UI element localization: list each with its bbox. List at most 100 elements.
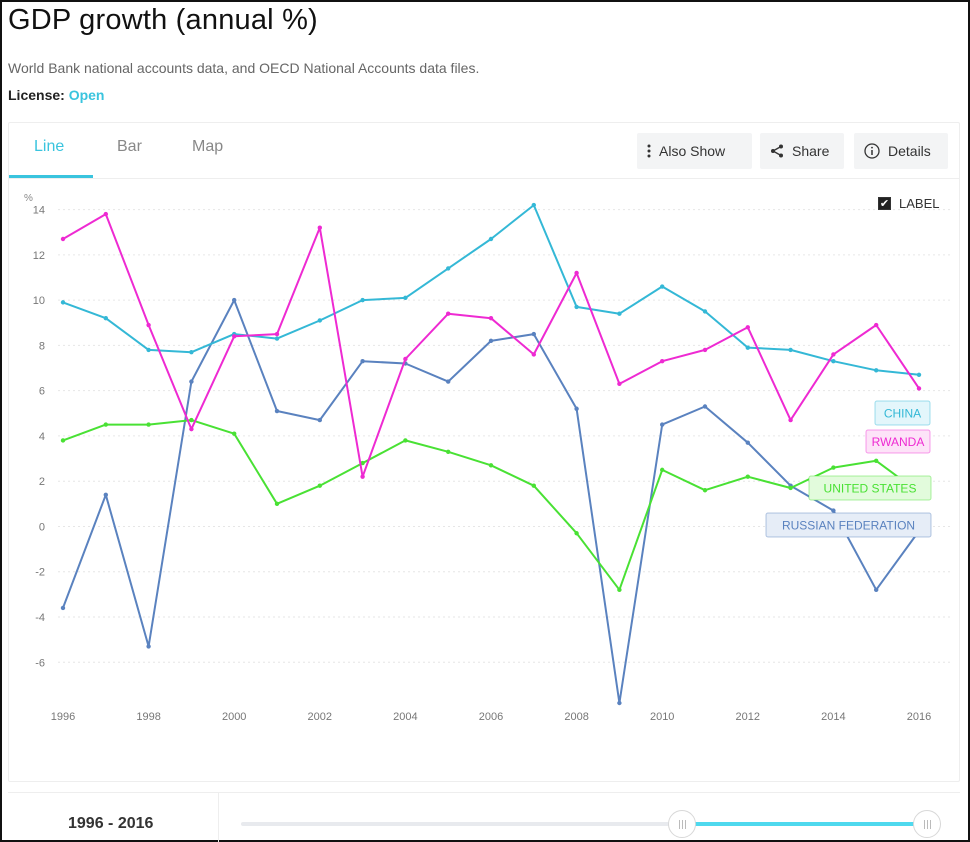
x-tick-label: 1998 bbox=[136, 711, 160, 723]
data-point-russia bbox=[660, 422, 665, 427]
data-point-china bbox=[702, 309, 708, 314]
data-point-united-states bbox=[60, 438, 66, 443]
data-point-russia bbox=[232, 297, 237, 303]
label-checkbox[interactable]: ✔ bbox=[878, 197, 891, 210]
data-point-united-states bbox=[274, 501, 280, 507]
more-vertical-icon bbox=[647, 144, 651, 158]
data-point-russia bbox=[60, 605, 66, 611]
x-tick-label: 2006 bbox=[479, 711, 503, 723]
data-point-rwanda bbox=[488, 316, 494, 321]
data-point-rwanda bbox=[360, 474, 365, 479]
data-point-russia bbox=[745, 440, 750, 445]
info-icon bbox=[864, 143, 880, 159]
chart-panel: Line Bar Map Also Show Share Details bbox=[8, 122, 960, 782]
data-point-united-states bbox=[831, 465, 836, 470]
y-tick-label: 2 bbox=[39, 476, 45, 488]
data-point-rwanda bbox=[660, 359, 665, 364]
data-point-china bbox=[788, 347, 793, 353]
series-label-box bbox=[865, 429, 931, 454]
range-track[interactable] bbox=[241, 822, 941, 826]
share-icon bbox=[770, 144, 784, 158]
data-point-united-states bbox=[446, 449, 451, 454]
data-point-united-states bbox=[146, 422, 151, 427]
data-point-rwanda bbox=[531, 352, 536, 357]
range-start-handle[interactable] bbox=[668, 810, 696, 838]
series-label-box bbox=[874, 400, 931, 426]
data-point-russia bbox=[189, 379, 194, 384]
y-tick-label: -4 bbox=[35, 612, 45, 624]
data-point-united-states bbox=[617, 587, 622, 593]
data-point-china bbox=[617, 311, 622, 316]
data-point-russia bbox=[103, 492, 109, 497]
y-tick-label: 10 bbox=[33, 295, 45, 307]
data-point-china bbox=[660, 284, 665, 289]
data-point-russia bbox=[317, 417, 322, 423]
data-point-china bbox=[189, 349, 194, 355]
data-point-rwanda bbox=[745, 325, 750, 330]
range-end-handle[interactable] bbox=[913, 810, 941, 838]
data-point-rwanda bbox=[146, 322, 151, 328]
data-point-russia bbox=[360, 359, 365, 364]
page-title: GDP growth (annual %) bbox=[8, 4, 318, 36]
data-point-china bbox=[317, 318, 322, 323]
data-point-china bbox=[146, 347, 151, 353]
data-point-rwanda bbox=[446, 311, 451, 316]
data-point-united-states bbox=[745, 474, 750, 479]
x-tick-label: 2002 bbox=[308, 711, 332, 723]
license-label: License: bbox=[8, 87, 65, 103]
data-point-russia bbox=[446, 379, 451, 384]
data-point-rwanda bbox=[617, 381, 622, 387]
range-bar: 1996 - 2016 bbox=[8, 792, 960, 842]
series-line-united-states bbox=[62, 419, 920, 591]
data-point-united-states bbox=[189, 417, 194, 423]
data-point-rwanda bbox=[403, 356, 408, 362]
y-axis-unit-label: % bbox=[24, 193, 33, 204]
data-point-united-states bbox=[488, 463, 494, 468]
series-line-russia bbox=[62, 299, 920, 704]
chart-tabs: Line Bar Map Also Show Share Details bbox=[9, 123, 959, 179]
range-label: 1996 - 2016 bbox=[68, 815, 154, 832]
data-point-russia bbox=[874, 587, 879, 593]
data-point-china bbox=[403, 295, 408, 301]
data-point-russia bbox=[831, 508, 836, 513]
data-point-rwanda bbox=[274, 331, 280, 337]
label-toggle[interactable]: ✔ LABEL bbox=[878, 196, 939, 211]
data-point-russia bbox=[617, 700, 622, 706]
tab-line[interactable]: Line bbox=[34, 138, 65, 155]
tab-map[interactable]: Map bbox=[192, 138, 224, 155]
data-point-rwanda bbox=[874, 322, 879, 328]
data-point-rwanda bbox=[831, 352, 836, 357]
also-show-label: Also Show bbox=[659, 143, 726, 159]
data-point-united-states bbox=[574, 531, 579, 536]
data-point-rwanda bbox=[317, 225, 322, 230]
data-point-russia bbox=[702, 404, 708, 409]
data-point-china bbox=[103, 316, 109, 321]
y-tick-label: -6 bbox=[35, 657, 45, 669]
data-point-china bbox=[531, 202, 536, 208]
data-point-rwanda bbox=[788, 417, 793, 423]
data-point-china bbox=[360, 297, 365, 303]
x-tick-label: 2012 bbox=[736, 711, 760, 723]
x-tick-label: 2014 bbox=[821, 711, 845, 723]
license-value[interactable]: Open bbox=[68, 87, 105, 103]
x-tick-label: 2008 bbox=[564, 711, 588, 723]
data-point-rwanda bbox=[702, 347, 708, 353]
source-text: World Bank national accounts data, and O… bbox=[8, 60, 480, 76]
data-point-united-states bbox=[702, 488, 708, 493]
data-point-rwanda bbox=[232, 334, 237, 339]
data-point-rwanda bbox=[916, 386, 922, 391]
data-point-rwanda bbox=[189, 426, 194, 432]
y-tick-label: 6 bbox=[39, 386, 45, 398]
also-show-button[interactable]: Also Show bbox=[637, 133, 752, 169]
data-point-united-states bbox=[403, 438, 408, 443]
share-button[interactable]: Share bbox=[760, 133, 844, 169]
x-tick-label: 2010 bbox=[650, 711, 674, 723]
data-point-china bbox=[274, 336, 280, 341]
data-point-united-states bbox=[232, 431, 237, 436]
tab-bar[interactable]: Bar bbox=[117, 138, 142, 155]
series-label: CHINA bbox=[884, 407, 921, 421]
y-tick-label: 4 bbox=[39, 431, 45, 443]
details-button[interactable]: Details bbox=[854, 133, 948, 169]
